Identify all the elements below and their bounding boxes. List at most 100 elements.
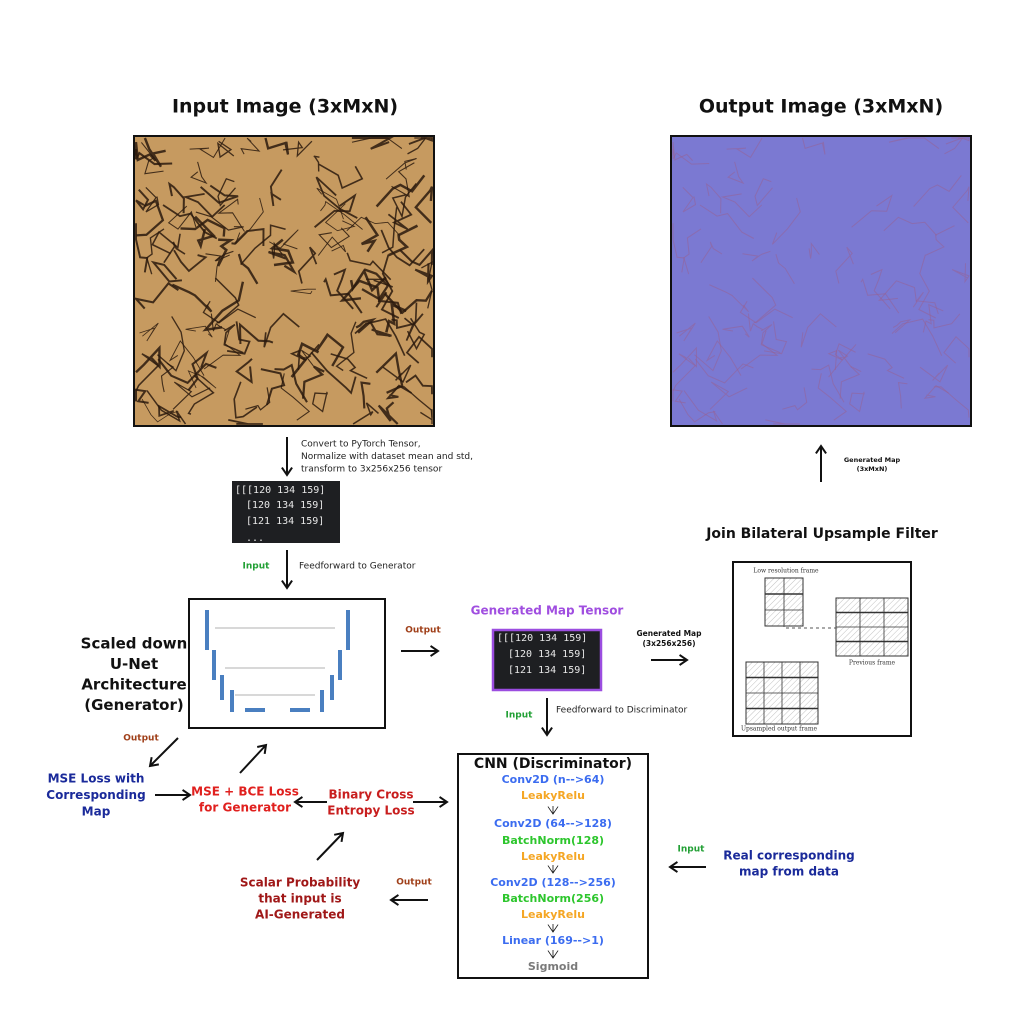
- crack: [202, 300, 257, 324]
- crack: [205, 250, 234, 262]
- crack: [136, 199, 165, 237]
- crack: [171, 283, 213, 313]
- crack: [223, 323, 244, 354]
- input-image: [133, 135, 435, 427]
- crack: [355, 317, 377, 334]
- layer: LeakyRelu: [521, 850, 585, 863]
- crack: [414, 186, 434, 224]
- ridge: [883, 216, 937, 236]
- arrow: [239, 743, 268, 774]
- unet-block: [290, 708, 310, 712]
- ridge: [835, 246, 854, 284]
- crack: [226, 321, 251, 355]
- crack: [405, 335, 433, 364]
- unet-block: [220, 675, 224, 700]
- layer: LeakyRelu: [521, 908, 585, 921]
- crack: [134, 141, 157, 162]
- crack: [282, 140, 313, 158]
- input-label: Input: [243, 562, 271, 572]
- label: for Generator: [199, 801, 291, 815]
- ridge: [722, 325, 750, 338]
- crack: [290, 341, 320, 378]
- crack: [180, 218, 226, 237]
- dash: [783, 600, 836, 629]
- arrow: [155, 789, 192, 801]
- label: MSE + BCE Loss: [191, 785, 299, 799]
- crack: [360, 381, 371, 409]
- ridge: [709, 381, 748, 410]
- ridge: [919, 364, 949, 383]
- ridge: [694, 316, 722, 372]
- crack: [290, 288, 316, 295]
- crack: [172, 381, 211, 410]
- label: Corresponding: [46, 788, 145, 802]
- ridge: [683, 228, 702, 275]
- unet-block: [230, 690, 234, 712]
- crack: [269, 238, 295, 267]
- label: Scalar Probability: [240, 876, 360, 890]
- cnn-title: CNN (Discriminator): [474, 756, 632, 772]
- crack: [189, 137, 226, 159]
- crack: [324, 203, 356, 232]
- ridge: [888, 137, 940, 149]
- crack: [187, 370, 217, 389]
- ridge: [827, 344, 857, 371]
- layer: BatchNorm(128): [502, 834, 604, 847]
- ridge: [672, 142, 693, 161]
- arrow: [401, 645, 440, 657]
- arrow: [815, 444, 827, 482]
- crack: [135, 189, 150, 212]
- crack: [385, 384, 412, 400]
- ridge: [943, 336, 970, 364]
- arrow: [148, 737, 179, 768]
- label: Entropy Loss: [327, 804, 414, 818]
- crack: [238, 322, 274, 345]
- unet-block: [205, 610, 209, 650]
- ridge: [700, 241, 723, 263]
- arrow: [281, 550, 293, 590]
- layer: LeakyRelu: [521, 789, 585, 802]
- crack: [315, 176, 358, 219]
- ridge: [918, 254, 937, 319]
- code-line: [121 134 159]: [508, 665, 586, 676]
- code-line: [[[120 134 159]: [497, 633, 587, 644]
- crack: [383, 290, 433, 315]
- crack: [187, 374, 215, 415]
- crack: [330, 353, 368, 380]
- ridge: [860, 278, 900, 314]
- crack: [387, 201, 413, 231]
- label: Generated Map: [844, 456, 901, 464]
- crack: [301, 365, 325, 399]
- ridge: [747, 313, 763, 332]
- crack: [360, 216, 380, 253]
- arrow: [547, 865, 559, 874]
- code-line: [120 134 159]: [508, 649, 586, 660]
- unet-block: [330, 675, 334, 700]
- label: AI-Generated: [255, 908, 345, 922]
- crack: [349, 268, 387, 293]
- ridge: [867, 353, 905, 379]
- crack: [280, 373, 311, 421]
- arrow: [541, 698, 553, 737]
- crack: [375, 174, 426, 208]
- crack: [375, 351, 404, 394]
- label: Low resolution frame: [753, 568, 819, 575]
- crack: [311, 391, 328, 413]
- code-line: [[[120 134 159]: [235, 485, 325, 496]
- crack: [228, 418, 263, 425]
- crack: [318, 227, 351, 249]
- arrow: [316, 831, 345, 861]
- crack: [260, 368, 286, 406]
- crack: [141, 398, 179, 423]
- input-label: Input: [678, 845, 706, 855]
- ridge: [672, 223, 685, 273]
- crack: [297, 246, 318, 284]
- crack: [320, 200, 363, 230]
- label: (3xMxN): [857, 465, 888, 473]
- filter-title: Join Bilateral Upsample Filter: [705, 526, 938, 542]
- crack: [385, 158, 417, 180]
- crack: [199, 184, 239, 204]
- output-label: Output: [405, 626, 441, 636]
- crack: [185, 325, 213, 338]
